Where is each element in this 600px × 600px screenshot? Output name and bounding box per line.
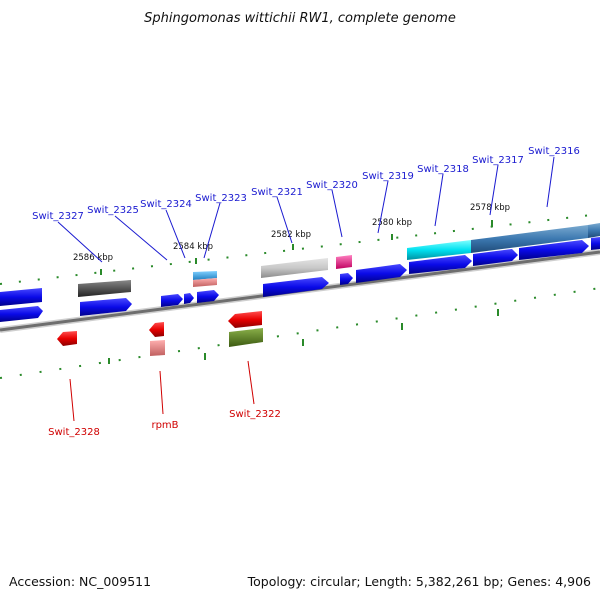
cds-forward[interactable] bbox=[0, 288, 42, 306]
outer-tick-ring bbox=[0, 213, 600, 285]
feature-swit-2318[interactable] bbox=[407, 240, 471, 260]
feature-swit-2323-b[interactable] bbox=[193, 278, 217, 287]
feature-swit-2317[interactable] bbox=[471, 225, 588, 253]
cds-forward[interactable] bbox=[263, 277, 329, 297]
cds-forward[interactable] bbox=[356, 264, 407, 283]
bottom-leader-lines bbox=[69, 360, 255, 422]
inner-tick-ring bbox=[0, 287, 600, 379]
genome-summary-text: Topology: circular; Length: 5,382,261 bp… bbox=[247, 574, 591, 589]
cds-forward[interactable] bbox=[409, 255, 472, 274]
map-title: Sphingomonas wittichii RW1, complete gen… bbox=[144, 11, 456, 26]
scale-label: 2582 kbp bbox=[271, 230, 311, 240]
scale-label: 2578 kbp bbox=[470, 203, 510, 213]
cds-forward[interactable] bbox=[184, 293, 194, 304]
feature-swit-2320[interactable] bbox=[336, 255, 352, 269]
cds-forward[interactable] bbox=[197, 290, 219, 303]
gene-label-swit-2321[interactable]: Swit_2321 bbox=[251, 187, 303, 198]
feature-swit-2322[interactable] bbox=[229, 328, 263, 347]
gene-label-swit-2325[interactable]: Swit_2325 bbox=[87, 205, 139, 216]
feature-swit-2316[interactable] bbox=[588, 223, 600, 238]
gene-label-swit-2319[interactable]: Swit_2319 bbox=[362, 171, 414, 182]
cds-forward[interactable] bbox=[519, 240, 589, 260]
feature-swit-2323-a[interactable] bbox=[193, 271, 217, 280]
gene-label-swit-2317[interactable]: Swit_2317 bbox=[472, 155, 524, 166]
scale-label: 2580 kbp bbox=[372, 218, 412, 228]
scale-ticks bbox=[100, 220, 493, 275]
gene-label-swit-2327[interactable]: Swit_2327 bbox=[32, 211, 84, 222]
feature-track-top bbox=[78, 223, 600, 297]
cds-forward[interactable] bbox=[340, 273, 353, 285]
gene-label-swit-2328[interactable]: Swit_2328 bbox=[48, 427, 100, 438]
cds-forward[interactable] bbox=[80, 298, 132, 316]
cds-swit-2322[interactable] bbox=[228, 311, 262, 328]
gene-label-swit-2318[interactable]: Swit_2318 bbox=[417, 164, 469, 175]
gene-label-swit-2316[interactable]: Swit_2316 bbox=[528, 146, 580, 157]
gene-label-rpmb[interactable]: rpmB bbox=[151, 420, 178, 431]
scale-label: 2586 kbp bbox=[73, 253, 113, 263]
gene-label-swit-2320[interactable]: Swit_2320 bbox=[306, 180, 358, 191]
cds-rpmb[interactable] bbox=[149, 322, 164, 337]
cds-swit-2328[interactable] bbox=[57, 331, 77, 346]
feature-rpmb[interactable] bbox=[150, 340, 165, 356]
gene-label-swit-2323[interactable]: Swit_2323 bbox=[195, 193, 247, 204]
scale-label: 2584 kbp bbox=[173, 242, 213, 252]
inner-ring-ticks bbox=[108, 309, 499, 364]
reverse-strand-cds bbox=[57, 311, 263, 356]
gene-label-swit-2322[interactable]: Swit_2322 bbox=[229, 409, 281, 420]
accession-text: Accession: NC_009511 bbox=[9, 574, 151, 589]
feature-swit-2321[interactable] bbox=[261, 258, 328, 278]
cds-forward[interactable] bbox=[0, 306, 43, 322]
cds-forward[interactable] bbox=[161, 294, 183, 307]
cds-forward[interactable] bbox=[473, 249, 518, 266]
feature-swit-2325[interactable] bbox=[78, 280, 131, 297]
cds-forward[interactable] bbox=[591, 237, 600, 250]
top-leader-lines bbox=[57, 156, 555, 263]
forward-strand-cds bbox=[0, 237, 600, 322]
gene-label-swit-2324[interactable]: Swit_2324 bbox=[140, 199, 192, 210]
